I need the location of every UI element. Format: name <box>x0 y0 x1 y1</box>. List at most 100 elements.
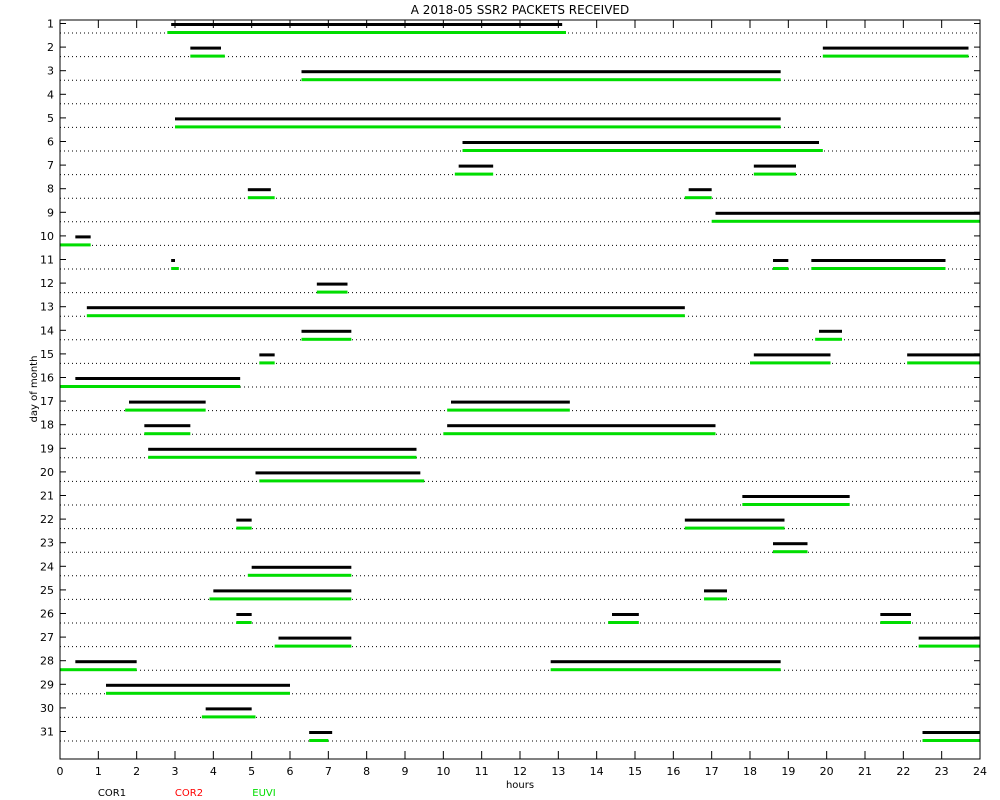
segment-euvi <box>171 267 179 270</box>
x-tick-label: 11 <box>475 765 489 778</box>
segment-euvi <box>125 408 206 412</box>
segment-cor1 <box>190 46 221 50</box>
y-tick-label: 12 <box>40 277 54 290</box>
segment-euvi <box>462 149 823 152</box>
x-tick-label: 20 <box>820 765 834 778</box>
x-tick-label: 16 <box>666 765 680 778</box>
segment-cor1 <box>822 46 969 50</box>
y-tick-label: 31 <box>40 726 54 739</box>
segment-cor1 <box>236 518 252 522</box>
segment-cor1 <box>612 613 639 616</box>
segment-euvi <box>918 644 980 648</box>
segment-cor1 <box>451 400 570 404</box>
segment-cor1 <box>316 282 348 286</box>
segment-cor1 <box>251 565 352 569</box>
segment-cor1 <box>458 164 494 168</box>
x-tick-label: 1 <box>95 765 102 778</box>
x-tick-label: 24 <box>973 765 987 778</box>
segment-euvi <box>175 125 781 129</box>
segment-cor1 <box>462 141 819 144</box>
segment-euvi <box>148 455 417 459</box>
segment-cor1 <box>75 660 137 664</box>
axis-tick-labels: 1234567891011121314151617181920212223242… <box>40 18 987 779</box>
segment-cor1 <box>811 259 946 262</box>
x-axis-label: hours <box>506 780 534 791</box>
segment-cor1 <box>106 683 290 687</box>
segment-euvi <box>742 503 850 506</box>
segment-euvi <box>773 550 808 554</box>
segment-cor1 <box>550 660 781 664</box>
segment-euvi <box>773 267 789 270</box>
x-tick-label: 6 <box>287 765 294 778</box>
y-tick-label: 1 <box>47 18 54 31</box>
segment-cor1 <box>129 400 206 404</box>
segment-cor1 <box>753 164 796 168</box>
segment-euvi <box>236 526 252 530</box>
y-tick-label: 4 <box>47 88 54 101</box>
segment-euvi <box>907 361 980 365</box>
segment-euvi <box>247 196 275 200</box>
segment-cor1 <box>773 542 808 546</box>
y-tick-label: 19 <box>40 442 54 455</box>
segment-euvi <box>704 597 727 601</box>
segment-euvi <box>880 621 911 624</box>
segment-cor1 <box>922 731 980 734</box>
x-tick-label: 0 <box>57 765 64 778</box>
segment-euvi <box>684 196 712 200</box>
segment-cor1 <box>918 636 980 640</box>
y-tick-label: 24 <box>40 560 54 573</box>
segment-euvi <box>60 668 137 672</box>
segment-euvi <box>86 314 685 318</box>
x-tick-label: 3 <box>172 765 179 778</box>
segment-cor1 <box>773 259 789 262</box>
x-tick-label: 8 <box>363 765 370 778</box>
segment-euvi <box>144 432 191 436</box>
x-tick-label: 17 <box>705 765 719 778</box>
segment-cor1 <box>236 613 252 616</box>
x-tick-label: 22 <box>896 765 910 778</box>
segment-cor1 <box>148 447 417 451</box>
y-tick-label: 15 <box>40 348 54 361</box>
segment-cor1 <box>880 613 911 616</box>
segment-cor1 <box>175 117 781 121</box>
segment-cor1 <box>684 518 785 522</box>
segment-cor1 <box>753 353 831 357</box>
y-tick-label: 8 <box>47 183 54 196</box>
segment-cor1 <box>704 589 727 593</box>
y-tick-label: 23 <box>40 537 54 550</box>
segment-euvi <box>316 290 348 294</box>
y-tick-label: 3 <box>47 65 54 78</box>
segment-euvi <box>259 479 425 483</box>
y-tick-label: 2 <box>47 41 54 54</box>
x-tick-label: 12 <box>513 765 527 778</box>
segment-euvi <box>811 267 946 270</box>
segment-cor1 <box>715 211 980 215</box>
y-tick-label: 6 <box>47 136 54 149</box>
y-tick-label: 20 <box>40 466 54 479</box>
x-tick-label: 15 <box>628 765 642 778</box>
segment-euvi <box>201 715 256 719</box>
segment-cor1 <box>907 353 980 357</box>
y-tick-label: 17 <box>40 395 54 408</box>
y-tick-label: 13 <box>40 301 54 314</box>
segment-euvi <box>259 361 275 365</box>
x-tick-label: 23 <box>935 765 949 778</box>
segment-cor1 <box>144 424 191 428</box>
y-tick-label: 7 <box>47 159 54 172</box>
legend: COR1 COR2 EUVI <box>98 788 276 799</box>
y-tick-label: 30 <box>40 702 54 715</box>
segment-euvi <box>454 172 494 176</box>
segment-euvi <box>236 621 252 624</box>
x-tick-label: 18 <box>743 765 757 778</box>
segment-cor1 <box>75 377 241 380</box>
x-tick-label: 5 <box>248 765 255 778</box>
y-tick-label: 16 <box>40 372 54 385</box>
segment-cor1 <box>742 495 850 498</box>
axis-ticks <box>59 20 981 759</box>
x-tick-label: 4 <box>210 765 217 778</box>
segment-euvi <box>274 644 352 648</box>
x-tick-label: 14 <box>590 765 604 778</box>
segment-euvi <box>684 526 785 530</box>
segment-cor1 <box>301 329 352 333</box>
segment-euvi <box>447 408 570 412</box>
